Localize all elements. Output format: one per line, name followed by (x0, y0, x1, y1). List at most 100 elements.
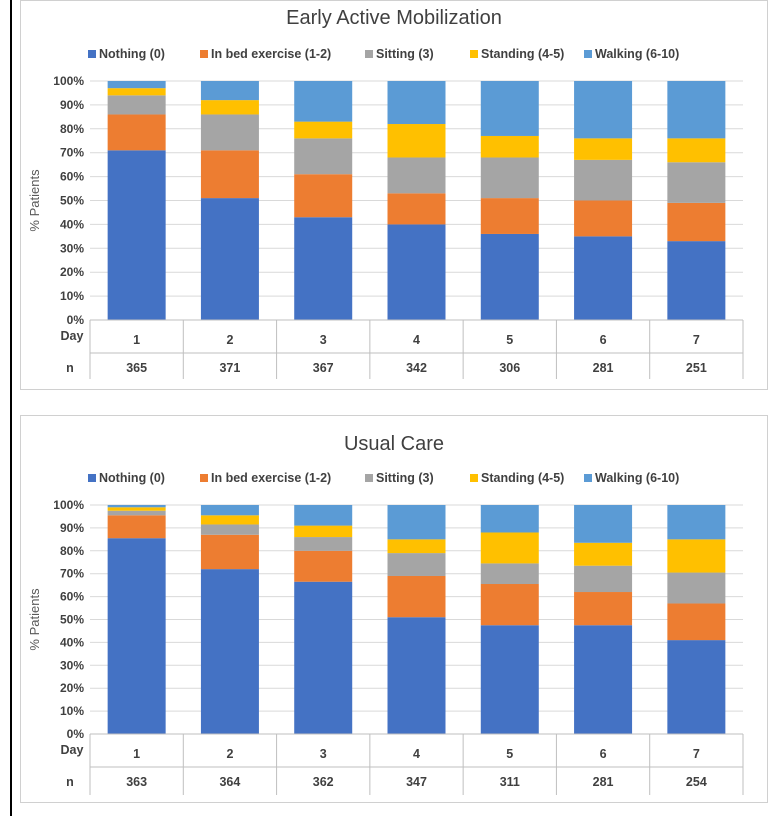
bar-segment (294, 505, 353, 526)
n-cell: 363 (126, 775, 147, 789)
bar-segment (480, 233, 539, 320)
bar-segment (480, 532, 539, 564)
y-tick-label: 20% (60, 681, 84, 695)
legend-label: Sitting (3) (376, 47, 434, 61)
bar-segment (200, 569, 259, 734)
bar-segment (667, 640, 726, 734)
legend-item: In bed exercise (1-2) (200, 47, 331, 61)
bar-segment (387, 124, 446, 158)
legend-item: Walking (6-10) (584, 471, 679, 485)
y-tick-label: 70% (60, 146, 84, 160)
bar-segment (480, 563, 539, 585)
y-tick-label: 10% (60, 289, 84, 303)
left-border-rule (10, 0, 12, 816)
y-tick-label: 30% (60, 241, 84, 255)
bar-segment (294, 217, 353, 320)
day-cell: 5 (506, 333, 513, 347)
n-cell: 347 (406, 775, 427, 789)
legend-item: Sitting (3) (365, 471, 434, 485)
bar-segment (294, 525, 353, 538)
legend-label: Nothing (0) (99, 471, 165, 485)
legend-swatch (584, 50, 592, 58)
bar-segment (107, 88, 166, 96)
legend-item: Walking (6-10) (584, 47, 679, 61)
bar-segment (667, 539, 726, 573)
y-tick-label: 0% (67, 313, 85, 327)
day-cell: 6 (600, 333, 607, 347)
legend-label: In bed exercise (1-2) (211, 471, 331, 485)
bar-segment (107, 505, 166, 508)
n-cell: 342 (406, 361, 427, 375)
day-row-header: Day (61, 743, 84, 757)
legend-item: Nothing (0) (88, 47, 165, 61)
y-tick-label: 30% (60, 658, 84, 672)
chart-title: Early Active Mobilization (286, 7, 502, 29)
bar-segment (387, 553, 446, 576)
bar-segment (480, 505, 539, 533)
bar-segment (387, 539, 446, 554)
legend-swatch (470, 474, 478, 482)
chart-usual-care: Usual Care Nothing (0) In bed exercise (1-… (20, 415, 768, 803)
y-tick-label: 90% (60, 521, 84, 535)
day-cell: 3 (320, 747, 327, 761)
bar-segment (294, 121, 353, 139)
y-tick-label: 60% (60, 590, 84, 604)
bar-segment (387, 157, 446, 194)
bar-segment (107, 150, 166, 320)
legend-label: Walking (6-10) (595, 47, 679, 61)
chart-panel-early-mobilization: Early Active Mobilization Nothing (0) In b… (20, 0, 768, 390)
legend-item: Standing (4-5) (470, 47, 564, 61)
n-row-header: n (66, 775, 74, 789)
legend-item: Nothing (0) (88, 471, 165, 485)
legend-item: Sitting (3) (365, 47, 434, 61)
bar-segment (480, 625, 539, 734)
bar-segment (294, 550, 353, 582)
bar-segment (667, 202, 726, 242)
bar-segment (480, 198, 539, 234)
bar-segment (574, 565, 633, 593)
bar-segment (107, 114, 166, 151)
bar-segment (294, 537, 353, 551)
chart-early-mobilization: Early Active Mobilization Nothing (0) In b… (20, 0, 768, 390)
bar-segment (667, 162, 726, 203)
day-row-header: Day (61, 329, 84, 343)
day-cell: 1 (133, 747, 140, 761)
legend-swatch (584, 474, 592, 482)
chart-panel-usual-care: Usual Care Nothing (0) In bed exercise (1-… (20, 415, 768, 803)
bar-segment (574, 592, 633, 626)
legend-swatch (88, 474, 96, 482)
bar-segment (107, 507, 166, 511)
bar-segment (294, 81, 353, 122)
bar-segment (200, 100, 259, 115)
bar-segment (387, 224, 446, 320)
day-cell: 1 (133, 333, 140, 347)
n-cell: 281 (593, 775, 614, 789)
bar-segment (387, 617, 446, 734)
y-tick-label: 20% (60, 265, 84, 279)
bar-segment (200, 534, 259, 570)
bar-segment (294, 138, 353, 175)
bar-segment (574, 200, 633, 237)
y-tick-label: 50% (60, 194, 84, 208)
bar-segment (574, 236, 633, 320)
y-tick-label: 100% (53, 498, 84, 512)
y-tick-label: 0% (67, 727, 85, 741)
y-tick-label: 10% (60, 704, 84, 718)
bar-segment (387, 575, 446, 618)
chart-title: Usual Care (344, 433, 444, 455)
n-cell: 311 (500, 775, 520, 789)
legend-label: Walking (6-10) (595, 471, 679, 485)
day-cell: 2 (226, 333, 233, 347)
bar-segment (294, 581, 353, 734)
bar-segment (667, 603, 726, 641)
legend-swatch (365, 474, 373, 482)
bar-segment (107, 95, 166, 115)
n-cell: 362 (313, 775, 334, 789)
y-axis-label: % Patients (27, 588, 42, 651)
bar-segment (574, 81, 633, 139)
day-cell: 5 (506, 747, 513, 761)
bar-segment (200, 81, 259, 101)
y-tick-label: 70% (60, 567, 84, 581)
n-cell: 367 (313, 361, 334, 375)
legend-swatch (365, 50, 373, 58)
